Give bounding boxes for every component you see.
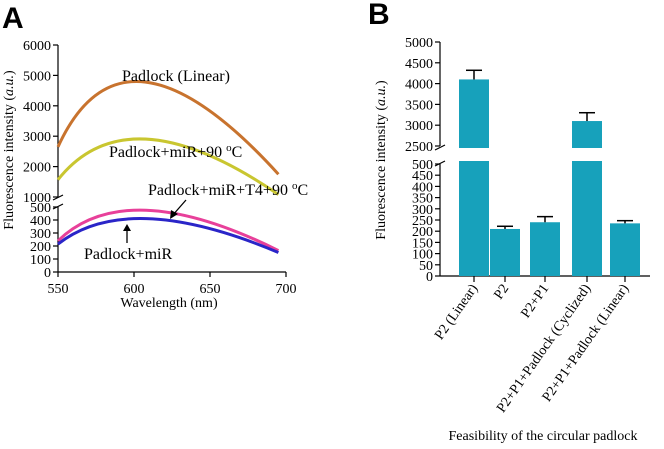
- b-y-tick-label: 0: [426, 270, 433, 285]
- a-x-tick-label: 550: [48, 282, 69, 297]
- panel-a-label: A: [2, 2, 24, 35]
- b-y-tick-label: 500: [412, 158, 433, 173]
- a-y-tick-label: 3000: [23, 130, 51, 145]
- bar-lower-segment: [459, 161, 489, 276]
- label-padlock-mir-90c-text: Padlock+miR+90: [109, 144, 222, 161]
- a-x-tick-label: 600: [124, 282, 145, 297]
- a-y-tick-label: 1000: [23, 191, 51, 206]
- panel-b-y-break-mark-1: [434, 144, 446, 151]
- b-y-tick-label: 450: [412, 169, 433, 184]
- panel-b-y-axis-title-suffix: ): [374, 80, 389, 85]
- b-y-tick-label: 50: [419, 259, 433, 274]
- category-label: P2+P1: [518, 282, 552, 321]
- b-y-tick-label: 4000: [405, 78, 433, 93]
- b-y-tick-label: 300: [412, 203, 433, 218]
- panel-a: A 60005000400030002000100050040030020010…: [2, 2, 308, 311]
- a-y-tick-label: 4000: [23, 100, 51, 115]
- label-padlock-mir-t4-90c-degree: o: [292, 180, 298, 192]
- panel-a-curves: [56, 80, 280, 254]
- panel-b-y-axis-title-prefix: Fluorescence intensity (: [374, 106, 389, 240]
- a-y-tick-label: 300: [30, 227, 51, 242]
- a-y-tick-label: 200: [30, 240, 51, 255]
- a-y-tick-label: 0: [44, 266, 51, 281]
- b-y-tick-label: 100: [412, 248, 433, 263]
- b-y-tick-label: 200: [412, 225, 433, 240]
- arrow-mir-head: [123, 224, 131, 231]
- b-y-tick-label: 3000: [405, 119, 433, 134]
- a-y-tick-label: 5000: [23, 69, 51, 84]
- b-y-tick-label: 3500: [405, 98, 433, 113]
- label-padlock-mir-90c-degree: o: [226, 142, 232, 154]
- panel-a-y-axis-title: Fluorescence intensity (a.u.): [2, 70, 17, 230]
- bar: [530, 222, 560, 276]
- a-y-tick-label: 2000: [23, 161, 51, 176]
- panel-a-ticks: 6000500040003000200010005004003002001000…: [23, 39, 297, 297]
- category-label: P2: [492, 282, 513, 303]
- bar: [610, 223, 640, 276]
- label-padlock-mir: Padlock+miR: [84, 246, 172, 263]
- label-padlock-mir-90c-unit: C: [232, 144, 243, 161]
- curve-padlock-mir-90-c: [56, 137, 280, 196]
- panel-b-x-axis-title: Feasibility of the circular padlock: [449, 429, 638, 444]
- b-y-tick-label: 4500: [405, 57, 433, 72]
- a-y-tick-label: 100: [30, 253, 51, 268]
- panel-a-y-axis-title-suffix: ): [2, 70, 17, 75]
- curve-padlock-mir-t4-90-c: [56, 208, 280, 252]
- curve-padlock-linear: [56, 80, 280, 176]
- panel-b-ticks: 5000450040003500300025005004504003503002…: [405, 36, 626, 285]
- bar-lower-segment: [572, 161, 602, 276]
- label-padlock-mir-t4-90c-unit: C: [297, 182, 308, 199]
- b-y-tick-label: 350: [412, 192, 433, 207]
- label-padlock-mir-90c: Padlock+miR+90 oC: [109, 142, 242, 161]
- bar-upper-segment: [459, 79, 489, 148]
- category-label: P2 (Linear): [432, 281, 481, 342]
- panel-a-y-axis-title-prefix: Fluorescence intensity (: [2, 96, 17, 230]
- a-y-tick-label: 6000: [23, 39, 51, 54]
- arrow-t4-head: [170, 210, 178, 219]
- a-x-tick-label: 700: [276, 282, 297, 297]
- b-y-tick-label: 250: [412, 214, 433, 229]
- b-y-tick-label: 150: [412, 236, 433, 251]
- bar: [490, 228, 520, 276]
- panel-a-x-axis-title: Wavelength (nm): [120, 296, 218, 311]
- panel-a-y-axis-title-unit: a.u.: [2, 75, 17, 96]
- panel-b-bars: [459, 69, 640, 276]
- panel-b: B 50004500400035003000250050045040035030…: [368, 0, 650, 444]
- label-padlock-mir-t4-90c: Padlock+miR+T4+90 oC: [148, 180, 308, 199]
- panel-b-label: B: [368, 0, 390, 31]
- panel-b-y-axis-title-unit: a.u.: [374, 85, 389, 106]
- a-y-tick-label: 400: [30, 214, 51, 229]
- label-padlock-mir-t4-90c-text: Padlock+miR+T4+90: [148, 182, 288, 199]
- bar-upper-segment: [572, 121, 602, 148]
- a-x-tick-label: 650: [200, 282, 221, 297]
- a-y-tick-label: 500: [30, 201, 51, 216]
- b-y-tick-label: 2500: [405, 140, 433, 155]
- b-y-tick-label: 5000: [405, 36, 433, 51]
- panel-b-y-axis-title: Fluorescence intensity (a.u.): [374, 80, 389, 240]
- label-padlock-linear: Padlock (Linear): [122, 68, 230, 85]
- curve-padlock-mir: [57, 217, 279, 254]
- b-y-tick-label: 400: [412, 180, 433, 195]
